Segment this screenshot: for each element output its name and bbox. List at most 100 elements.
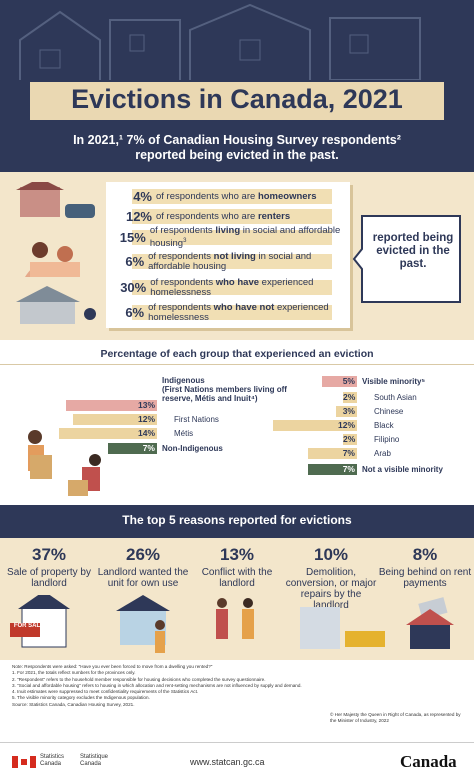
reason-text: Conflict with the landlord — [201, 567, 273, 589]
stat-segment: not living — [213, 250, 256, 262]
bar: 12% — [273, 420, 357, 431]
row-band — [132, 280, 332, 295]
copyright: © Her Majesty the Queen in Right of Cana… — [330, 712, 461, 724]
reason-percent: 8% — [412, 545, 438, 564]
note: Source: Statistics Canada, Canadian Hous… — [12, 701, 135, 707]
stat-segment: who have not — [213, 301, 275, 313]
reasons-band — [0, 505, 474, 538]
stat-percent: 6% — [125, 254, 145, 269]
stat-segment: experienced homelessness — [148, 301, 329, 323]
reasons-section — [0, 538, 474, 660]
category-label: Visible minority⁵ — [362, 377, 426, 386]
footnote-ref: 3 — [183, 237, 187, 244]
category-label: South Asian — [374, 393, 417, 402]
arrow-box — [352, 215, 461, 303]
reason-text: Landlord wanted the unit for own use — [97, 567, 189, 589]
note: 1. For 2021, the totals reflect numbers … — [12, 670, 136, 676]
reason: 26% Landlord wanted the unit for own use — [96, 545, 190, 589]
reasons-title: The top 5 reasons reported for evictions — [122, 513, 352, 527]
stat-percent: 12% — [125, 209, 152, 224]
stat-segment: in social and affordable housing — [148, 250, 312, 272]
url: www.statcan.gc.ca — [190, 757, 265, 767]
stat-segment: renters — [257, 210, 291, 222]
row-band — [132, 209, 332, 224]
stat-text: of respondents who are homeowners — [156, 190, 317, 202]
stat-percent: 6% — [125, 305, 145, 320]
wordmark: Canada — [400, 752, 457, 771]
chart-title: Percentage of each group that experience… — [100, 348, 374, 360]
stat-text: of respondents living in social and affo… — [149, 224, 344, 250]
bar: 13% — [66, 400, 157, 411]
category-label: First Nations — [174, 415, 219, 424]
stat-segment: in social and affordable housing — [149, 224, 341, 250]
reason: 8% Being behind on rent payments — [378, 545, 472, 589]
illustrations — [16, 182, 96, 324]
stat-row: 30% of respondents who have experienced h… — [112, 276, 344, 298]
reason-percent: 26% — [125, 545, 161, 564]
note: 3. "Social and affordable housing" refer… — [12, 682, 302, 688]
stat-percent: 4% — [133, 189, 152, 204]
reason: 10% Demolition, conversion, or major repa… — [284, 545, 378, 611]
agency-fr: Statistique Canada — [80, 754, 109, 767]
agency-en: Statistics Canada — [40, 754, 65, 767]
stat-percent: 30% — [120, 280, 147, 295]
people-illustration — [28, 430, 101, 496]
stat-segment: of respondents — [148, 301, 214, 313]
stat-text: of respondents who have not experienced … — [148, 301, 344, 323]
category-label: Non-Indigenous — [162, 444, 223, 453]
bar: 12% — [73, 414, 157, 425]
bar: 7% — [308, 464, 357, 475]
note: 5. The visible minority category exclude… — [12, 695, 150, 701]
stat-segment: experienced homelessness — [150, 276, 314, 298]
stat-segment: homeowners — [257, 190, 317, 202]
stat-row: 4% of respondents who are homeowners — [112, 187, 344, 206]
stat-segment: living — [215, 224, 241, 236]
stat-segment: of respondents — [150, 276, 216, 288]
divider — [0, 364, 474, 365]
stat-text: of respondents not living in social and … — [148, 250, 344, 272]
reason-percent: 13% — [219, 545, 255, 564]
house-outline — [19, 3, 421, 80]
category-label: Indigenous — [162, 376, 205, 385]
category-label: Métis — [174, 429, 194, 438]
note: 4. Inuit estimates were suppressed to me… — [12, 689, 199, 695]
bar: 3% — [336, 406, 357, 417]
bar: 2% — [343, 392, 357, 403]
footer-rule — [0, 742, 474, 743]
reason-text: Sale of property by landlord — [7, 567, 91, 589]
category-label: Not a visible minority — [362, 465, 443, 474]
reason-icons — [10, 595, 454, 653]
note: 2. "Respondent" refers to the household … — [12, 676, 266, 682]
category-label: Black — [374, 421, 394, 430]
reason-text: Being behind on rent payments — [378, 567, 472, 589]
category-label: Filipino — [374, 435, 400, 444]
row-band — [132, 189, 332, 204]
reason: 37% Sale of property by landlord — [2, 545, 96, 589]
category-note: (First Nations members living off reserv… — [162, 385, 287, 403]
subtitle: In 2021,¹ 7% of Canadian Housing Survey … — [0, 133, 474, 163]
bar: 14% — [59, 428, 157, 439]
stat-segment: of respondents who are — [156, 190, 258, 202]
bar: 7% — [108, 443, 157, 454]
sale-sign: FOR SALE — [13, 623, 45, 629]
reason-percent: 10% — [313, 545, 349, 564]
reason-percent: 37% — [31, 545, 67, 564]
stat-text: of respondents who are renters — [156, 210, 291, 222]
bar: 2% — [343, 434, 357, 445]
stat-segment: who have — [215, 276, 260, 288]
stat-row: 12% of respondents who are renters — [112, 207, 344, 226]
bar: 7% — [308, 448, 357, 459]
bar: 5% — [322, 376, 357, 387]
stat-row: 6% of respondents who have not experience… — [112, 301, 344, 323]
stat-row: 6% of respondents not living in social an… — [112, 250, 344, 272]
row-band — [132, 254, 332, 269]
stat-segment: of respondents — [148, 250, 214, 262]
reason-text: Demolition, conversion, or major repairs… — [285, 567, 377, 611]
stat-text: of respondents who have experienced home… — [150, 276, 344, 298]
title: Evictions in Canada, 2021 — [71, 84, 403, 114]
reason: 13% Conflict with the landlord — [190, 545, 284, 589]
subtitle-line: In 2021,¹ 7% of Canadian Housing Survey … — [73, 133, 401, 147]
stat-row: 15% of respondents living in social and a… — [112, 224, 344, 250]
notes: Note: Respondents were asked: "Have you … — [12, 664, 312, 708]
